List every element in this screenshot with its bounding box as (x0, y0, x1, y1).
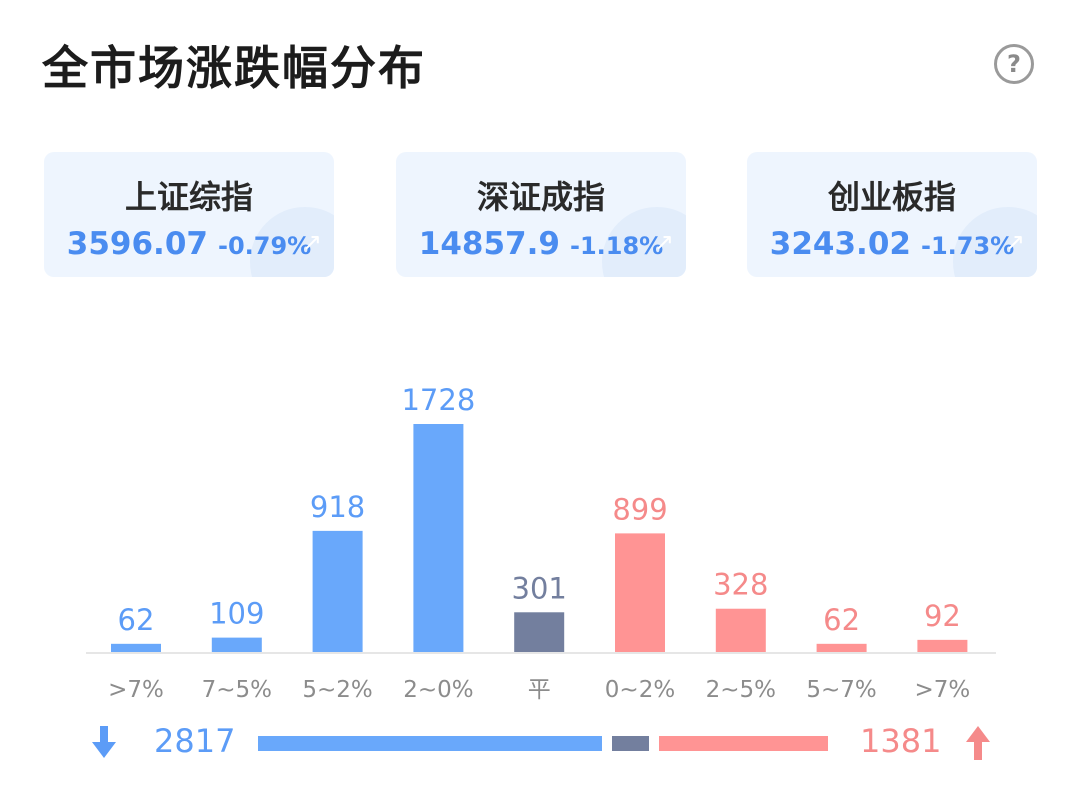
index-name: 深证成指 (476, 178, 605, 216)
down-ratio-bar (258, 736, 603, 751)
bar-value-label: 1728 (401, 383, 475, 417)
index-card-shenzhen[interactable]: 深证成指 14857.9 -1.18% ↗ (396, 152, 686, 277)
flat-ratio-bar (612, 736, 650, 751)
bar-5 (615, 533, 665, 652)
bar-value-label: 899 (612, 492, 667, 526)
index-card-chinext[interactable]: 创业板指 3243.02 -1.73% ↗ (747, 152, 1037, 277)
up-total: 1381 (860, 722, 942, 760)
index-change: -1.73% (920, 232, 1015, 260)
category-label: 2~0% (403, 677, 473, 703)
category-label: >7% (915, 677, 971, 703)
bar-value-label: 92 (924, 599, 961, 633)
bar-0 (111, 643, 161, 652)
bar-3 (413, 424, 464, 652)
bar-8 (917, 639, 968, 652)
index-price: 3243.02 (769, 226, 911, 262)
arrow-up-icon (966, 726, 990, 760)
category-label: 2~5% (706, 677, 776, 703)
index-price: 3596.07 (66, 226, 208, 262)
index-name: 创业板指 (827, 178, 956, 216)
up-ratio-bar (659, 736, 828, 751)
bar-value-label: 918 (310, 490, 365, 524)
bar-7 (816, 643, 867, 652)
page-title: 全市场涨跌幅分布 (42, 41, 426, 95)
index-card-shanghai[interactable]: 上证综指 3596.07 -0.79% ↗ (44, 152, 334, 277)
index-change: -1.18% (569, 232, 664, 260)
bar-value-label: 328 (713, 568, 768, 602)
bar-value-label: 301 (512, 571, 567, 605)
help-icon[interactable]: ? (994, 44, 1034, 84)
bar-value-label: 109 (209, 597, 264, 631)
trend-arrow-icon: ↗ (653, 228, 674, 256)
trend-arrow-icon: ↗ (1004, 228, 1025, 256)
category-label: 5~7% (806, 677, 876, 703)
bar-value-label: 62 (823, 603, 860, 637)
bar-2 (312, 530, 363, 652)
distribution-chart: 62 >7% 109 7~5% 918 5~2% 1728 2~0% 301 平 899 0~2% 32… (86, 383, 996, 703)
category-label: 平 (528, 677, 551, 703)
bar-4 (514, 612, 565, 652)
trend-arrow-icon: ↗ (301, 228, 322, 256)
bar-1 (211, 637, 262, 652)
category-label: >7% (108, 677, 164, 703)
bar-6 (715, 608, 766, 652)
index-name: 上证综指 (124, 178, 253, 216)
category-label: 0~2% (605, 677, 675, 703)
index-price: 14857.9 (418, 226, 560, 262)
category-label: 5~2% (302, 677, 372, 703)
bar-value-label: 62 (118, 603, 155, 637)
arrow-down-icon (92, 726, 116, 758)
down-total: 2817 (154, 722, 236, 760)
index-change: -0.79% (217, 232, 312, 260)
category-label: 7~5% (202, 677, 272, 703)
